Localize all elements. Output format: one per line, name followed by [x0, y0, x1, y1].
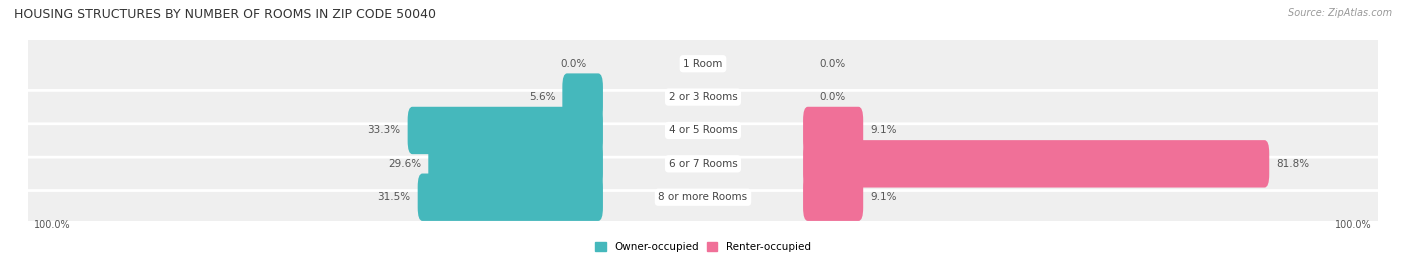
FancyBboxPatch shape [25, 37, 1381, 90]
Text: Source: ZipAtlas.com: Source: ZipAtlas.com [1288, 8, 1392, 18]
Text: 0.0%: 0.0% [820, 92, 845, 102]
FancyBboxPatch shape [25, 137, 1381, 190]
Text: 0.0%: 0.0% [561, 59, 586, 69]
Text: 33.3%: 33.3% [367, 125, 401, 136]
Text: 2 or 3 Rooms: 2 or 3 Rooms [669, 92, 737, 102]
FancyBboxPatch shape [803, 107, 863, 154]
FancyBboxPatch shape [429, 140, 603, 187]
Text: 9.1%: 9.1% [870, 192, 897, 202]
FancyBboxPatch shape [25, 171, 1381, 224]
Legend: Owner-occupied, Renter-occupied: Owner-occupied, Renter-occupied [592, 239, 814, 255]
FancyBboxPatch shape [418, 174, 603, 221]
FancyBboxPatch shape [803, 140, 1270, 187]
Text: HOUSING STRUCTURES BY NUMBER OF ROOMS IN ZIP CODE 50040: HOUSING STRUCTURES BY NUMBER OF ROOMS IN… [14, 8, 436, 21]
FancyBboxPatch shape [25, 104, 1381, 157]
Text: 9.1%: 9.1% [870, 125, 897, 136]
Text: 31.5%: 31.5% [378, 192, 411, 202]
Text: 100.0%: 100.0% [34, 220, 70, 230]
Text: 100.0%: 100.0% [1336, 220, 1372, 230]
Text: 5.6%: 5.6% [529, 92, 555, 102]
Text: 4 or 5 Rooms: 4 or 5 Rooms [669, 125, 737, 136]
Text: 8 or more Rooms: 8 or more Rooms [658, 192, 748, 202]
FancyBboxPatch shape [408, 107, 603, 154]
FancyBboxPatch shape [803, 174, 863, 221]
Text: 29.6%: 29.6% [388, 159, 422, 169]
FancyBboxPatch shape [562, 73, 603, 121]
Text: 6 or 7 Rooms: 6 or 7 Rooms [669, 159, 737, 169]
FancyBboxPatch shape [25, 70, 1381, 124]
Text: 81.8%: 81.8% [1277, 159, 1309, 169]
Text: 0.0%: 0.0% [820, 59, 845, 69]
Text: 1 Room: 1 Room [683, 59, 723, 69]
